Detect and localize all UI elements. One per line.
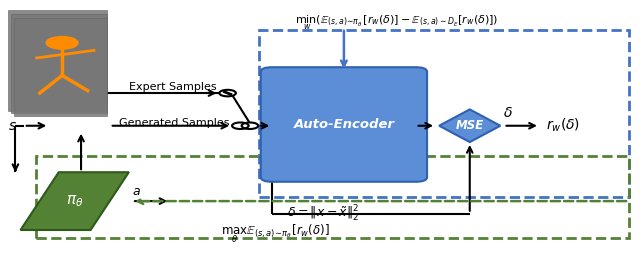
Text: $\delta$: $\delta$ — [503, 106, 513, 120]
Text: $r_w(\delta)$: $r_w(\delta)$ — [546, 117, 580, 134]
Text: Generated Samples: Generated Samples — [119, 118, 230, 128]
Bar — [259, 30, 629, 197]
FancyBboxPatch shape — [11, 14, 106, 113]
Text: MSE: MSE — [456, 119, 484, 132]
Polygon shape — [439, 109, 500, 142]
Text: $\delta = \|x - \tilde{x}\|_2^2$: $\delta = \|x - \tilde{x}\|_2^2$ — [287, 204, 360, 224]
Text: $\pi_\theta$: $\pi_\theta$ — [66, 193, 83, 209]
Circle shape — [46, 37, 78, 49]
Text: $a$: $a$ — [132, 185, 141, 198]
FancyBboxPatch shape — [14, 18, 106, 116]
Text: $\min_w(\mathbb{E}_{(s,a)\sim\pi_\theta}[r_w(\delta)] - \mathbb{E}_{(s,a)\sim D_: $\min_w(\mathbb{E}_{(s,a)\sim\pi_\theta}… — [295, 14, 498, 32]
FancyBboxPatch shape — [8, 10, 106, 111]
Text: Auto-Encoder: Auto-Encoder — [293, 118, 394, 131]
Polygon shape — [20, 172, 129, 230]
Bar — [36, 156, 629, 237]
FancyBboxPatch shape — [260, 67, 427, 182]
Text: $\max_\theta \mathbb{E}_{(s,a)\sim\pi_\theta}[r_w(\delta)]$: $\max_\theta \mathbb{E}_{(s,a)\sim\pi_\t… — [221, 223, 330, 245]
Text: Expert Samples: Expert Samples — [129, 82, 216, 92]
Text: $s$: $s$ — [8, 119, 17, 133]
